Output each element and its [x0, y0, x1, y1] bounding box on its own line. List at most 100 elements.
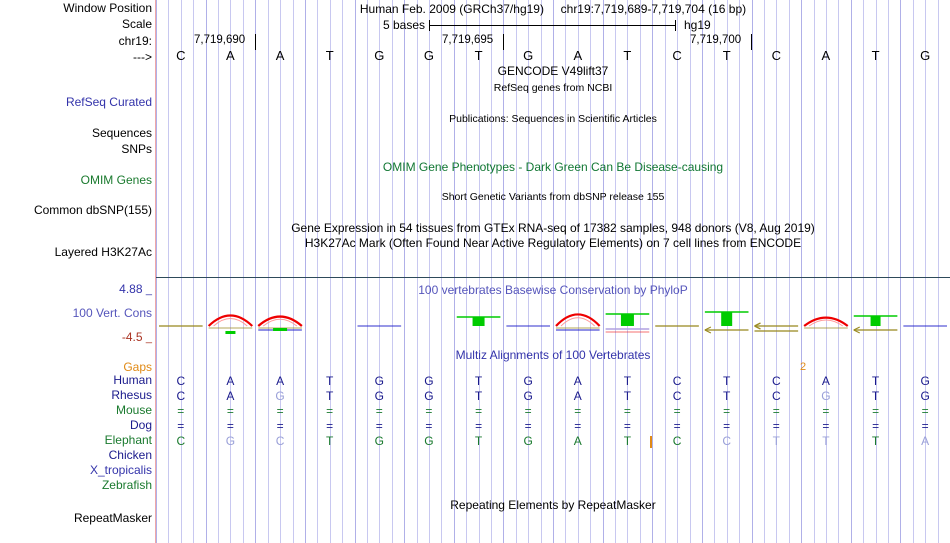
multiz-base: =: [872, 419, 880, 433]
track-divider-line: [156, 277, 950, 278]
sidebar-item-common-dbsnp[interactable]: Common dbSNP(155): [33, 203, 152, 217]
multiz-base: =: [425, 404, 433, 418]
cons-axis-min-dash: _: [145, 332, 152, 344]
multiz-base: C: [672, 389, 682, 403]
track-label-column: Window Position Scale chr19: ---> RefSeq…: [0, 0, 152, 543]
sidebar-item-species-rhesus[interactable]: Rhesus: [111, 388, 152, 402]
dna-base: G: [423, 48, 434, 63]
sidebar-item-species-mouse[interactable]: Mouse: [115, 403, 152, 417]
multiz-base: G: [374, 434, 384, 448]
multiz-base: A: [573, 389, 582, 403]
track-title-refseq: RefSeq genes from NCBI: [493, 82, 613, 94]
scale-bar-right-cap: [675, 20, 676, 31]
sidebar-item-repeatmasker[interactable]: RepeatMasker: [73, 511, 152, 525]
multiz-base: =: [276, 404, 284, 418]
dna-base: A: [275, 48, 285, 63]
dna-base: T: [722, 48, 731, 63]
label-window-position: Window Position: [63, 1, 152, 15]
coordinate-tick-row: 7,719,690 7,719,695 7,719,700: [0, 34, 950, 51]
cons-green-bar: [225, 331, 236, 334]
multiz-base: T: [474, 374, 483, 388]
multiz-base: =: [772, 404, 780, 418]
sidebar-item-layered-h3k27ac[interactable]: Layered H3K27Ac: [54, 245, 152, 259]
multiz-base: T: [326, 434, 334, 448]
track-title-omim: OMIM Gene Phenotypes - Dark Green Can Be…: [382, 160, 724, 174]
multiz-base: G: [424, 374, 434, 388]
multiz-base: A: [821, 374, 830, 388]
multiz-base: A: [573, 374, 582, 388]
multiz-base: G: [424, 389, 434, 403]
multiz-base: T: [623, 434, 632, 448]
label-column-rule: [155, 0, 156, 543]
cons-green-bar: [870, 316, 881, 326]
dna-base: A: [226, 48, 235, 63]
dna-base: A: [821, 48, 831, 63]
multiz-base: T: [623, 389, 632, 403]
multiz-base: T: [871, 434, 880, 448]
multiz-base: C: [176, 434, 186, 448]
multiz-base: =: [524, 419, 532, 433]
cons-positive-peak-inner: [560, 317, 595, 327]
multiz-base: G: [225, 434, 236, 448]
multiz-base: C: [771, 374, 781, 388]
sidebar-item-refseq-curated[interactable]: RefSeq Curated: [65, 95, 152, 109]
multiz-base: =: [375, 404, 383, 418]
coord-tick-3: 7,719,700: [690, 34, 742, 46]
multiz-base: =: [226, 419, 234, 433]
multiz-base: =: [574, 404, 582, 418]
sidebar-item-omim-genes[interactable]: OMIM Genes: [80, 173, 152, 187]
coord-tick-mark-3: [751, 34, 752, 50]
cons-positive-peak-inner: [213, 318, 248, 327]
multiz-base: =: [574, 419, 582, 433]
assembly-title: Human Feb. 2009 (GRCh37/hg19): [359, 2, 544, 16]
track-title-conservation: 100 vertebrates Basewise Conservation by…: [418, 283, 688, 297]
multiz-base: G: [374, 374, 384, 388]
multiz-row-mouse: = = = = = = = = = = = = = = = =: [156, 405, 950, 420]
multiz-base: G: [821, 389, 831, 403]
multiz-base: T: [772, 434, 780, 448]
sidebar-item-species-x_tropicalis[interactable]: X_tropicalis: [89, 463, 152, 477]
track-title-multiz: Multiz Alignments of 100 Vertebrates: [455, 348, 651, 362]
dna-base: C: [771, 48, 781, 63]
multiz-base: =: [475, 404, 483, 418]
cons-olive-arrow: [853, 326, 861, 334]
multiz-base: G: [374, 389, 384, 403]
multiz-base: A: [276, 374, 285, 388]
multiz-base: =: [326, 419, 334, 433]
multiz-base: C: [771, 389, 781, 403]
multiz-base: A: [573, 434, 582, 448]
cons-axis-max-dash: _: [145, 284, 152, 296]
sidebar-item-species-elephant[interactable]: Elephant: [104, 433, 152, 447]
dna-base: T: [623, 48, 632, 63]
multiz-base: T: [723, 389, 731, 403]
sidebar-item-species-human[interactable]: Human: [113, 373, 152, 387]
sidebar-item-species-chicken[interactable]: Chicken: [108, 448, 152, 462]
multiz-row-chicken: [156, 450, 950, 465]
multiz-base: A: [921, 434, 930, 448]
coord-tick-mark-1: [255, 34, 256, 50]
sidebar-item-snps[interactable]: SNPs: [121, 142, 152, 156]
sidebar-item-gaps[interactable]: Gaps: [123, 360, 152, 374]
cons-positive-peak-inner: [262, 318, 298, 327]
cons-green-bar: [721, 312, 733, 326]
multiz-base: =: [772, 419, 780, 433]
dna-base: T: [325, 48, 334, 63]
multiz-row-zebrafish: [156, 480, 950, 495]
cons-positive-peak: [555, 313, 601, 327]
sidebar-item-species-zebrafish[interactable]: Zebrafish: [101, 478, 152, 492]
sidebar-item-species-dog[interactable]: Dog: [129, 418, 152, 432]
assembly-db-label: hg19: [684, 18, 711, 32]
sidebar-item-cons-100vert[interactable]: 100 Vert. Cons: [72, 306, 152, 320]
multiz-base: =: [921, 419, 929, 433]
multiz-base: G: [920, 374, 930, 388]
cons-positive-peak-inner: [808, 319, 844, 327]
multiz-base: =: [276, 419, 284, 433]
dna-base: C: [672, 48, 682, 63]
multiz-base: =: [921, 404, 929, 418]
multiz-base: =: [226, 404, 234, 418]
track-title-h3k27ac: H3K27Ac Mark (Often Found Near Active Re…: [304, 236, 802, 250]
sidebar-item-sequences[interactable]: Sequences: [91, 126, 152, 140]
track-title-publications: Publications: Sequences in Scientific Ar…: [449, 113, 657, 125]
